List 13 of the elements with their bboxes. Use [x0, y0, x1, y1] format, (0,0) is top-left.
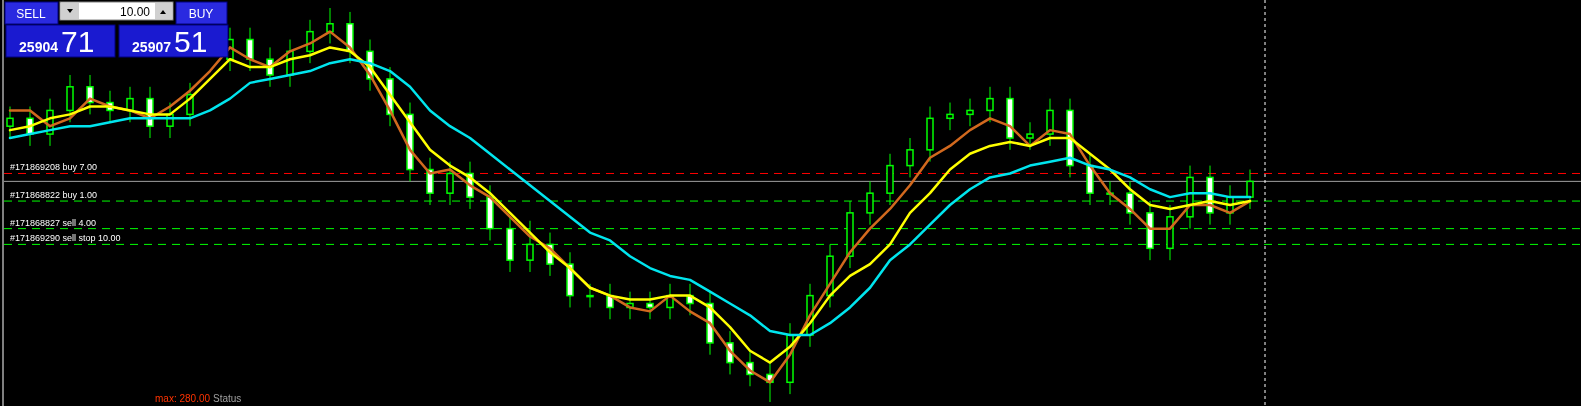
annotation: Status	[213, 393, 242, 404]
annotation: SELL	[16, 7, 46, 21]
annotation: 10.00	[119, 5, 151, 19]
ref-line-label: #171868827 sell 4.00	[10, 217, 97, 228]
ref-line-label: #171869208 buy 7.00	[10, 162, 98, 173]
annotation: 25904	[19, 39, 59, 55]
annotation: max: 280.00	[155, 393, 211, 404]
annotation: 51	[174, 25, 208, 58]
annotation: 71	[61, 25, 95, 58]
annotation: BUY	[188, 7, 214, 21]
annotation: 25907	[132, 39, 172, 55]
ref-line-label: #171869290 sell stop 10.00	[10, 233, 121, 244]
ref-line-label: #171868822 buy 1.00	[10, 190, 98, 201]
